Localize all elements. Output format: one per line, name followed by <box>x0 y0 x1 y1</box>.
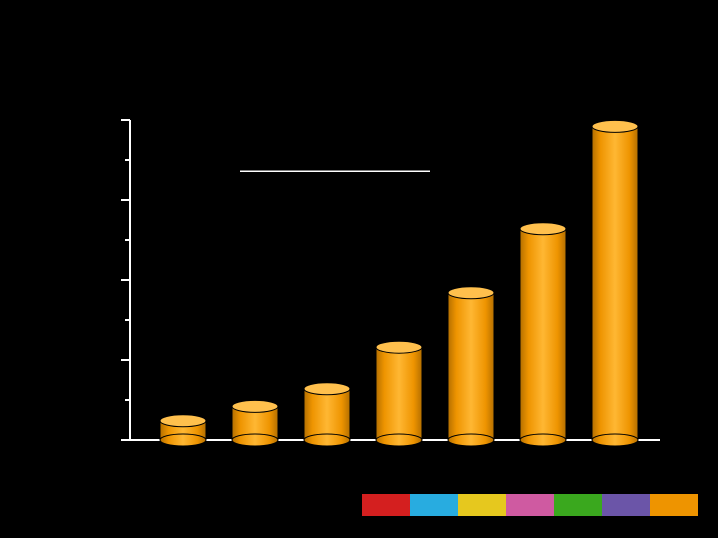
chart-bar <box>232 400 278 446</box>
chart-bar <box>448 287 494 446</box>
palette-swatch <box>554 494 602 516</box>
palette-swatch <box>362 494 410 516</box>
bar-chart <box>0 0 718 538</box>
chart-bar <box>592 120 638 446</box>
palette-swatch <box>458 494 506 516</box>
palette-swatch <box>506 494 554 516</box>
chart-bar <box>160 415 206 446</box>
palette-swatch <box>602 494 650 516</box>
palette-swatch <box>650 494 698 516</box>
palette-swatch <box>410 494 458 516</box>
chart-bar <box>304 383 350 446</box>
chart-bar <box>376 341 422 446</box>
chart-bar <box>520 223 566 446</box>
